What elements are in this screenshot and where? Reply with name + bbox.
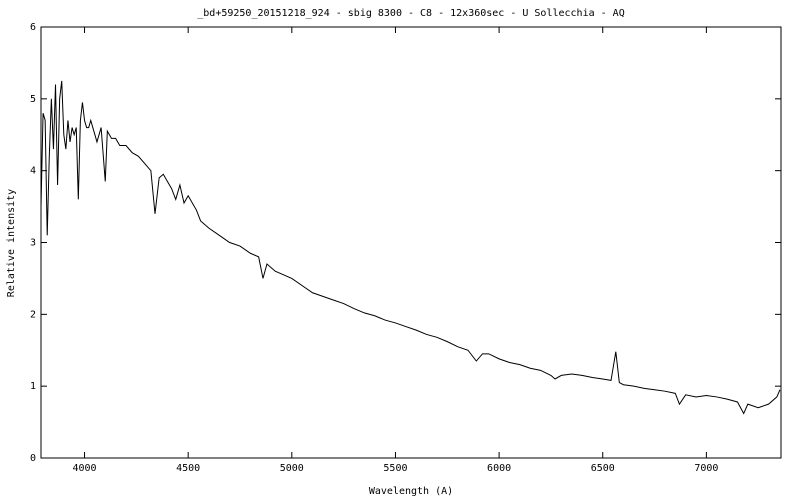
y-tick-label: 1	[30, 381, 36, 392]
y-tick-label: 0	[30, 453, 36, 464]
x-tick-label: 4000	[72, 463, 96, 474]
x-tick-label: 6000	[487, 463, 511, 474]
chart-title: _bd+59250_20151218_924 - sbig 8300 - C8 …	[197, 8, 624, 19]
x-tick-label: 5000	[280, 463, 304, 474]
y-tick-label: 3	[30, 238, 36, 249]
x-tick-label: 6500	[591, 463, 615, 474]
y-tick-label: 4	[30, 166, 36, 177]
x-tick-label: 7000	[694, 463, 718, 474]
x-tick-label: 5500	[383, 463, 407, 474]
spectrum-line	[40, 80, 781, 415]
y-tick-label: 2	[30, 309, 36, 320]
y-tick-label: 6	[30, 22, 36, 33]
x-tick-label: 4500	[176, 463, 200, 474]
y-tick-label: 5	[30, 94, 36, 105]
y-axis-label: Relative intensity	[6, 189, 17, 297]
x-axis-label: Wavelength (A)	[369, 486, 453, 497]
